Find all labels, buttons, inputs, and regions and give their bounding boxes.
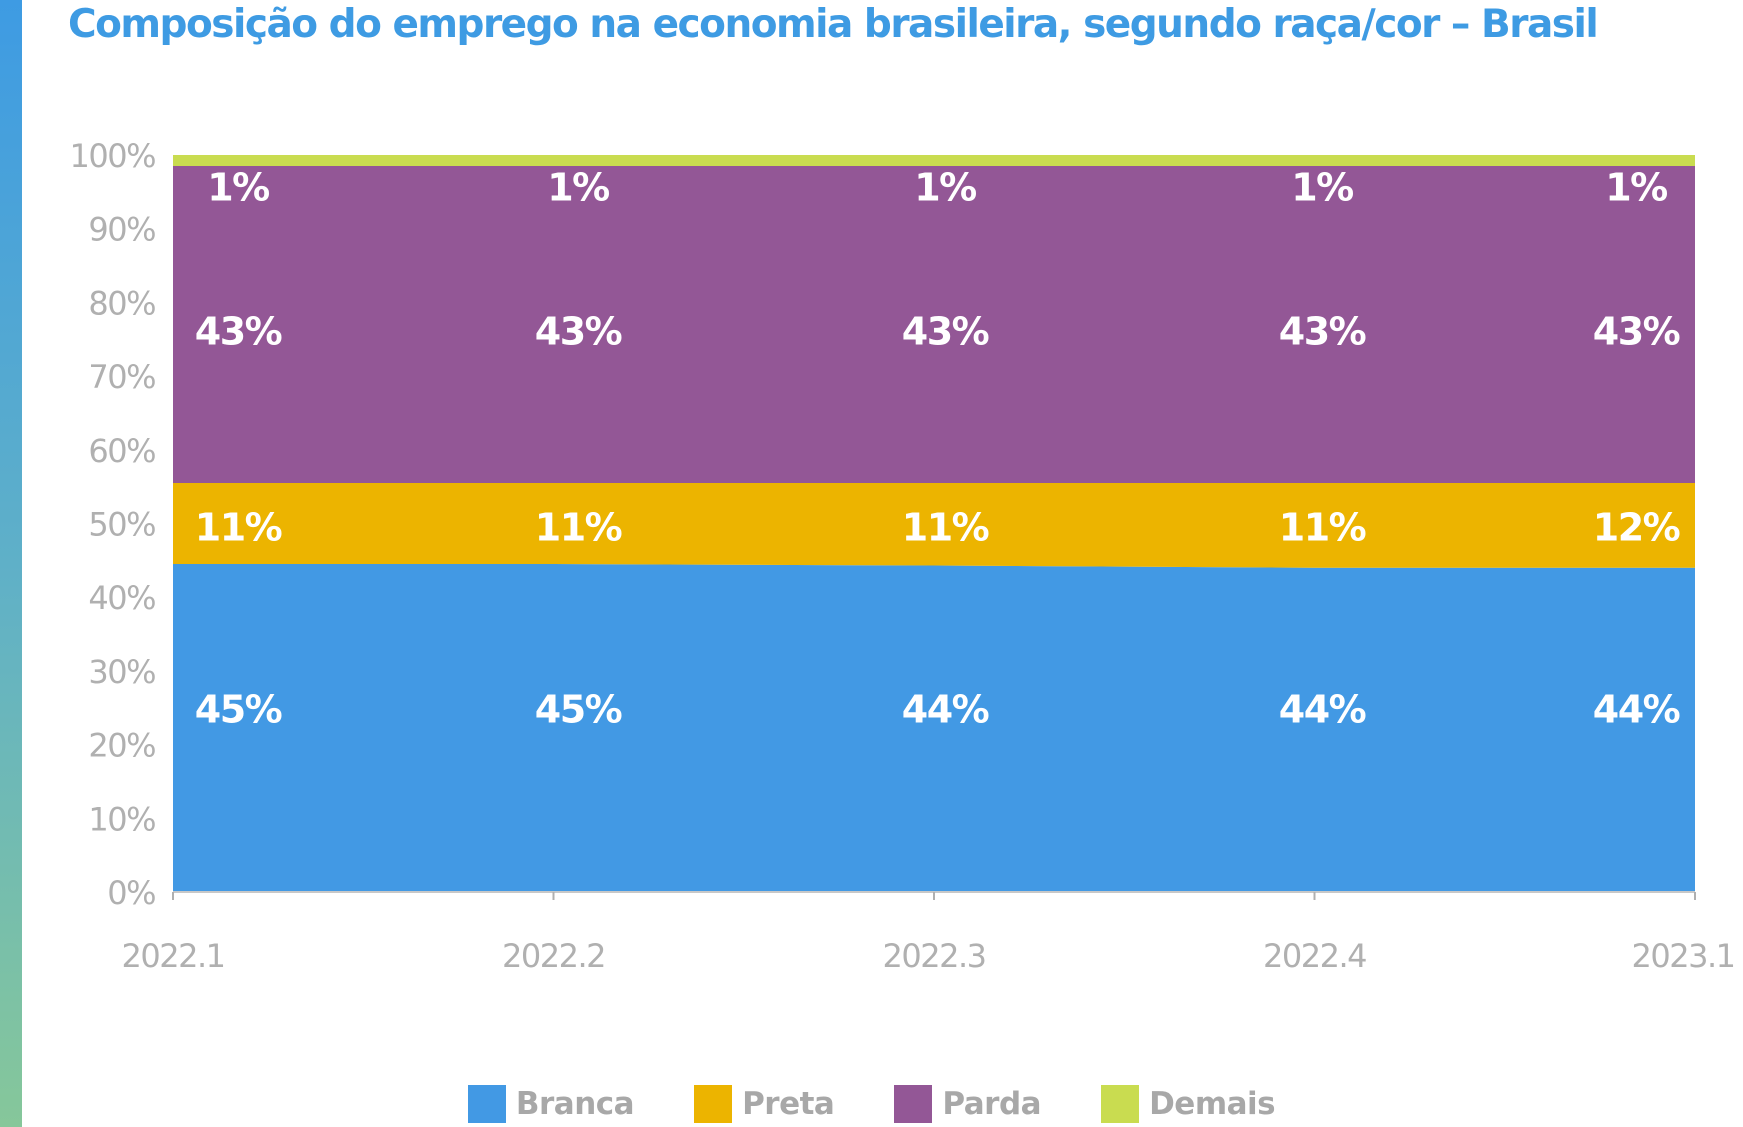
data-label-demais-2022.1: 1% [207,166,269,210]
data-label-branca-2022.2: 45% [535,688,622,732]
data-label-demais-2023.1: 1% [1605,166,1667,210]
y-tick-label-80: 80% [88,284,155,322]
x-tick-label-2022.1: 2022.1 [122,937,225,975]
data-label-demais-2022.4: 1% [1291,166,1353,210]
data-label-preta-2022.4: 11% [1279,506,1366,550]
y-tick-label-40: 40% [88,579,155,617]
data-label-preta-2022.2: 11% [535,506,622,550]
data-label-preta-2022.3: 11% [902,506,989,550]
legend-swatch-preta [694,1085,733,1123]
x-tick-label-2022.4: 2022.4 [1263,937,1366,975]
legend-label-demais: Demais [1149,1086,1276,1122]
series-area-demais [173,155,1695,167]
legend-label-preta: Preta [742,1086,835,1122]
y-tick-label-70: 70% [88,358,155,396]
data-label-branca-2022.1: 45% [195,688,282,732]
y-tick-label-20: 20% [88,727,155,765]
data-label-parda-2023.1: 43% [1593,310,1680,354]
data-label-parda-2022.2: 43% [535,310,622,354]
data-label-parda-2022.3: 43% [902,310,989,354]
y-tick-label-60: 60% [88,432,155,470]
series-area-preta [173,482,1695,568]
legend-item-parda: Parda [894,1085,1042,1123]
data-label-preta-2023.1: 12% [1593,506,1680,550]
data-label-preta-2022.1: 11% [195,506,282,550]
data-label-branca-2023.1: 44% [1593,688,1680,732]
chart-title: Composição do emprego na economia brasil… [68,2,1599,47]
data-label-parda-2022.4: 43% [1279,310,1366,354]
side-accent-bar [0,0,22,1127]
stacked-area-chart: 45% 45% 44% 44% 44% 11% 11% 11% 11% 12% 43% 43% 43% 4… [70,137,1736,975]
data-label-branca-2022.4: 44% [1279,688,1366,732]
legend-swatch-branca [467,1085,506,1123]
y-tick-label-90: 90% [88,211,155,249]
y-tick-label-30: 30% [88,653,155,691]
x-tick-label-2023.1: 2023.1 [1632,937,1735,975]
series-area-branca [173,564,1695,892]
x-tick-label-2022.2: 2022.2 [502,937,605,975]
legend: Branca Preta Parda Demais [0,1085,1743,1123]
data-label-branca-2022.3: 44% [902,688,989,732]
data-label-demais-2022.3: 1% [914,166,976,210]
legend-label-branca: Branca [515,1086,635,1122]
legend-item-preta: Preta [694,1085,835,1123]
legend-item-branca: Branca [467,1085,635,1123]
data-label-demais-2022.2: 1% [547,166,609,210]
x-tick-label-2022.3: 2022.3 [883,937,986,975]
y-tick-label-0: 0% [107,874,155,912]
legend-label-parda: Parda [942,1086,1042,1122]
legend-swatch-parda [894,1085,933,1123]
y-tick-label-100: 100% [70,137,156,175]
series-area-parda [173,166,1695,483]
data-label-parda-2022.1: 43% [195,310,282,354]
y-tick-label-50: 50% [88,506,155,544]
legend-swatch-demais [1101,1085,1140,1123]
y-tick-label-10: 10% [88,800,155,838]
legend-item-demais: Demais [1101,1085,1276,1123]
